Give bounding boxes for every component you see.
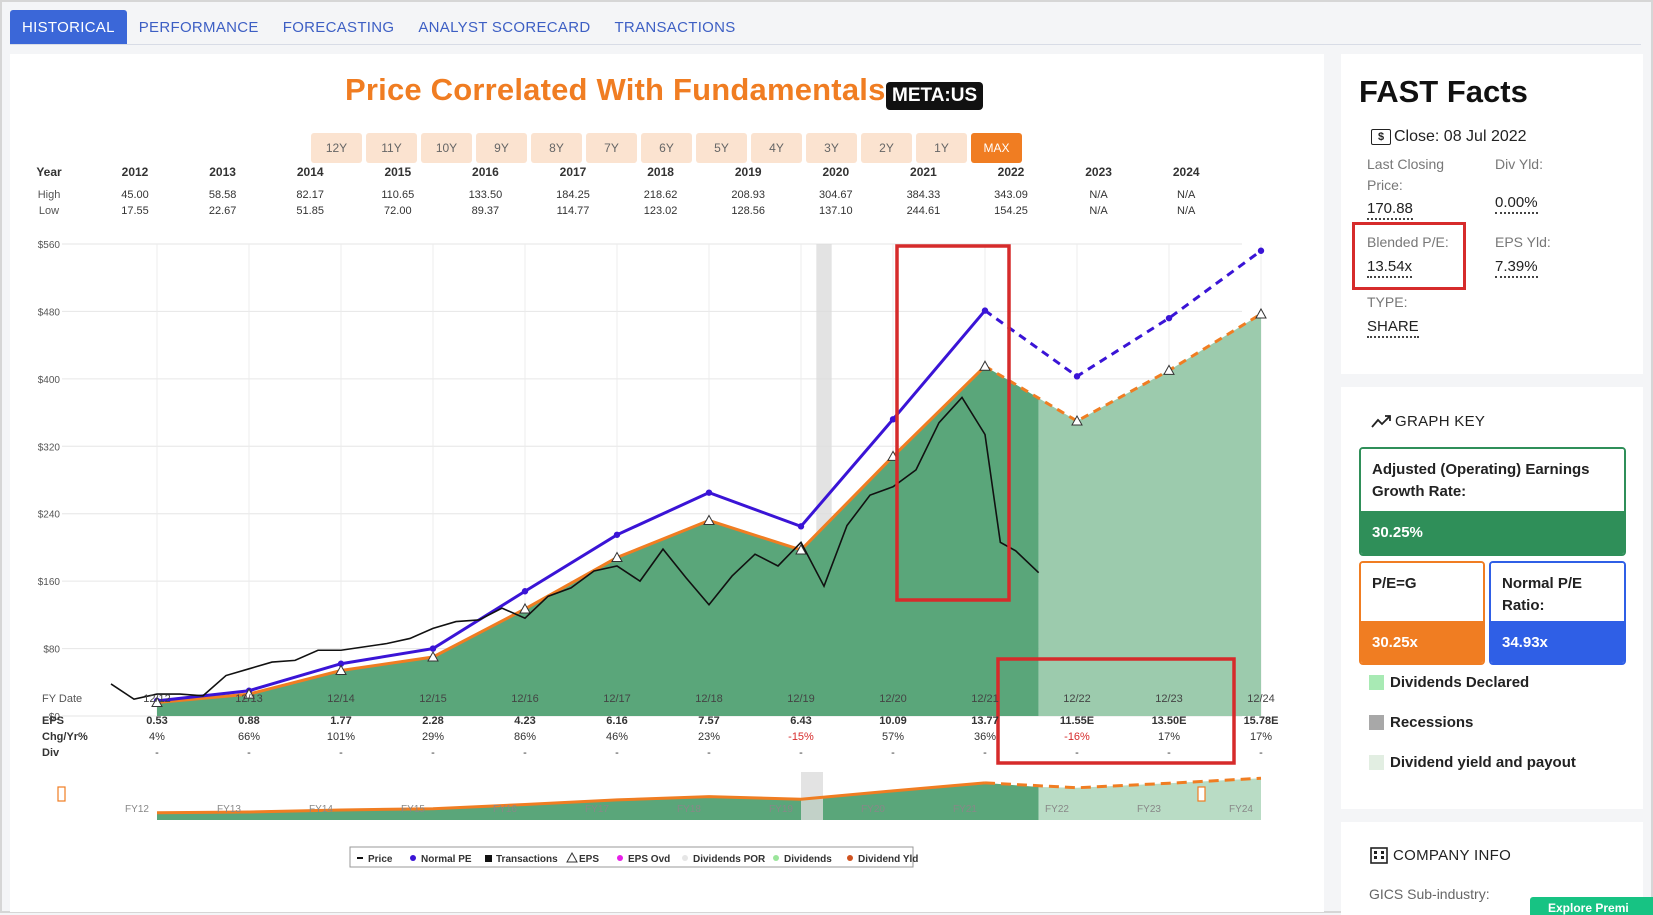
range-button-12y[interactable]: 12Y (311, 133, 362, 163)
graph-key-swatch (1369, 715, 1384, 730)
chart-title: Price Correlated With Fundamentals (345, 72, 886, 107)
graph-key-item-label: Dividends Declared (1390, 674, 1530, 691)
graph-key-swatch (1369, 675, 1384, 690)
top-tabs: HISTORICAL PERFORMANCE FORECASTING ANALYST … (10, 10, 748, 44)
building-icon (1370, 847, 1388, 864)
range-button-1y[interactable]: 1Y (916, 133, 967, 163)
company-info-title: COMPANY INFO (1369, 846, 1511, 864)
peg-value: 30.25x (1361, 621, 1483, 663)
range-button-3y[interactable]: 3Y (806, 133, 857, 163)
graph-key-item[interactable]: Dividends Declared (1369, 674, 1529, 691)
tab-analyst-scorecard[interactable]: ANALYST SCORECARD (418, 18, 591, 36)
graph-key-item-label: Recessions (1390, 714, 1474, 731)
close-date: $ Close: 08 Jul 2022 (1371, 128, 1527, 146)
range-button-8y[interactable]: 8Y (531, 133, 582, 163)
normal-pe-value: 34.93x (1491, 621, 1624, 663)
range-button-5y[interactable]: 5Y (696, 133, 747, 163)
tab-forecasting[interactable]: FORECASTING (282, 18, 395, 36)
graph-key-item[interactable]: Recessions (1369, 714, 1473, 731)
fast-facts-title: FAST Facts (1359, 74, 1528, 109)
tab-underline (10, 44, 1641, 45)
last-close-value[interactable]: 170.88 (1367, 200, 1413, 220)
fast-facts-panel: FAST Facts $ Close: 08 Jul 2022 Last Clo… (1341, 54, 1643, 374)
growth-rate-value: 30.25% (1361, 511, 1624, 554)
tab-performance[interactable]: PERFORMANCE (138, 18, 259, 36)
range-button-6y[interactable]: 6Y (641, 133, 692, 163)
range-button-2y[interactable]: 2Y (861, 133, 912, 163)
dollar-icon: $ (1371, 129, 1391, 145)
range-button-10y[interactable]: 10Y (421, 133, 472, 163)
growth-rate-label: Adjusted (Operating) Earnings Growth Rat… (1361, 449, 1624, 513)
ticker-badge: META:US (886, 82, 984, 110)
eps-yld-value[interactable]: 7.39% (1495, 258, 1538, 278)
graph-key-title-text: GRAPH KEY (1395, 413, 1486, 430)
tab-historical[interactable]: HISTORICAL (10, 10, 127, 44)
normal-pe-label: Normal P/E Ratio: (1491, 563, 1624, 627)
peg-box[interactable]: P/E=G 30.25x (1359, 561, 1485, 665)
blended-pe-label: Blended P/E: (1367, 234, 1449, 250)
last-close-label: Last Closing Price: (1367, 156, 1445, 193)
range-button-7y[interactable]: 7Y (586, 133, 637, 163)
growth-rate-box[interactable]: Adjusted (Operating) Earnings Growth Rat… (1359, 447, 1626, 556)
range-button-4y[interactable]: 4Y (751, 133, 802, 163)
type-value[interactable]: SHARE (1367, 318, 1419, 338)
eps-yld-label: EPS Yld: (1495, 234, 1551, 250)
graph-key-title: GRAPH KEY (1371, 413, 1485, 430)
blended-pe-highlight (1352, 222, 1466, 290)
company-info-panel: COMPANY INFO GICS Sub-industry: (1341, 822, 1643, 915)
graph-key-panel: GRAPH KEY Adjusted (Operating) Earnings … (1341, 387, 1643, 809)
peg-label: P/E=G (1361, 563, 1483, 605)
tab-transactions[interactable]: TRANSACTIONS (614, 18, 736, 36)
graph-key-item-label: Dividend yield and payout (1390, 754, 1576, 771)
gics-label: GICS Sub-industry: (1369, 886, 1490, 902)
range-button-max[interactable]: MAX (971, 133, 1022, 163)
chart-card (10, 54, 1324, 912)
type-label: TYPE: (1367, 294, 1408, 310)
div-yld-label: Div Yld: (1495, 156, 1543, 172)
close-date-text: Close: 08 Jul 2022 (1394, 128, 1527, 145)
explore-premium-button[interactable]: Explore Premi (1530, 897, 1653, 915)
range-button-9y[interactable]: 9Y (476, 133, 527, 163)
normal-pe-box[interactable]: Normal P/E Ratio: 34.93x (1489, 561, 1626, 665)
div-yld-value[interactable]: 0.00% (1495, 194, 1538, 214)
blended-pe-value[interactable]: 13.54x (1367, 258, 1413, 278)
graph-key-item[interactable]: Dividend yield and payout (1369, 754, 1576, 771)
graph-key-swatch (1369, 755, 1384, 770)
range-selector: 12Y 11Y 10Y 9Y 8Y 7Y 6Y 5Y 4Y 3Y 2Y 1Y MAX (311, 133, 1022, 163)
range-button-11y[interactable]: 11Y (366, 133, 417, 163)
company-info-title-text: COMPANY INFO (1393, 846, 1512, 864)
trend-icon (1371, 414, 1391, 428)
